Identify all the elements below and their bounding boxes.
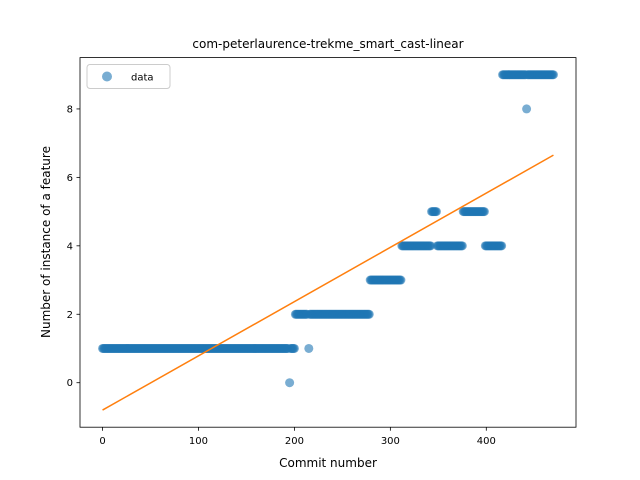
x-tick-label: 400 (477, 436, 496, 447)
data-point (431, 207, 441, 217)
y-tick-label: 0 (67, 378, 73, 389)
fit-line (102, 154, 554, 411)
data-point (304, 343, 314, 353)
plot-area-frame (79, 57, 577, 428)
y-tick-label: 8 (67, 104, 73, 115)
legend: data (86, 64, 171, 89)
data-point (522, 104, 532, 114)
x-axis-ticks: 0 100 200 300 400 (99, 427, 496, 447)
data-point (497, 241, 507, 251)
legend-marker (102, 71, 112, 82)
x-tick-label: 100 (189, 436, 208, 447)
data-point (479, 207, 489, 217)
x-tick-label: 200 (285, 436, 304, 447)
y-tick-label: 6 (67, 173, 73, 184)
legend-box (86, 64, 171, 89)
y-tick-label: 4 (67, 241, 73, 252)
y-axis-ticks: 0 2 4 6 8 (67, 104, 80, 389)
legend-label: data (131, 73, 154, 84)
data-point (396, 275, 406, 285)
y-axis-title: Number of instance of a feature (39, 146, 53, 338)
data-point (289, 343, 299, 353)
scatter-points (98, 70, 558, 388)
data-point (426, 241, 436, 251)
x-axis-title: Commit number (279, 456, 377, 470)
data-point (548, 70, 558, 80)
data-point (285, 378, 295, 388)
x-tick-label: 300 (381, 436, 400, 447)
data-point (364, 309, 374, 319)
fit-line-layer (102, 154, 554, 411)
chart-title: com-peterlaurence-trekme_smart_cast-line… (192, 37, 463, 51)
x-tick-label: 0 (99, 436, 105, 447)
data-point (457, 241, 467, 251)
y-tick-label: 2 (67, 310, 73, 321)
